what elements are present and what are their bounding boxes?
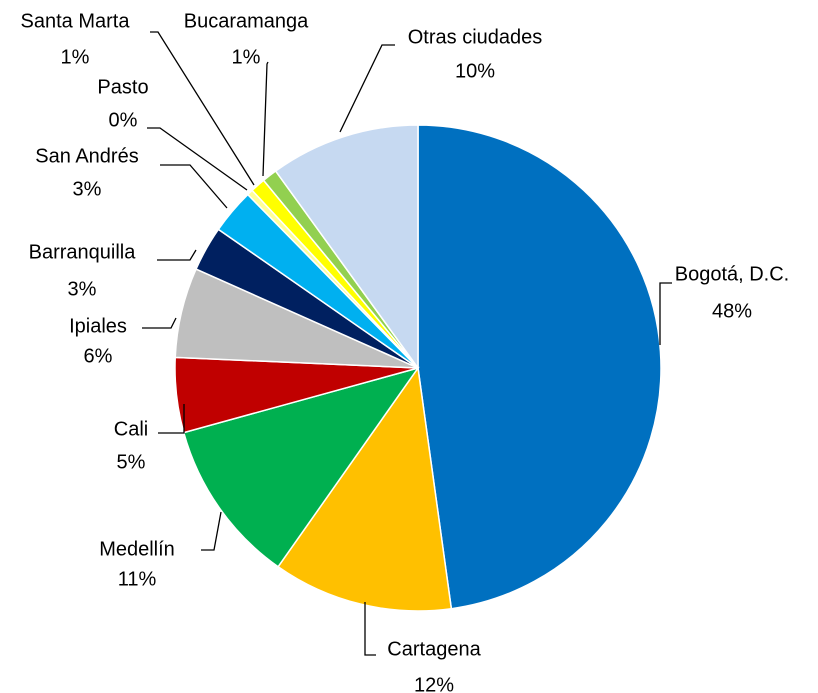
- slice-value-label: 3%: [73, 178, 102, 200]
- slice-value-label: 11%: [118, 568, 157, 590]
- slice-label: Bucaramanga: [184, 10, 309, 32]
- leader-line: [364, 602, 376, 656]
- slice-value-label: 1%: [232, 46, 261, 68]
- leader-line: [147, 127, 248, 191]
- pie-slice: [417, 124, 662, 610]
- leader-line: [339, 44, 395, 133]
- slice-value-label: 0%: [109, 109, 138, 131]
- slice-value-label: 12%: [414, 674, 454, 693]
- leader-line: [142, 317, 177, 329]
- pie-slice: [274, 124, 419, 371]
- slice-label: Medellín: [99, 538, 175, 560]
- slice-label: Cartagena: [387, 638, 481, 660]
- slice-label: Cali: [114, 418, 148, 440]
- slice-label: San Andrés: [35, 145, 138, 167]
- slice-value-label: 10%: [455, 60, 495, 82]
- leader-line: [262, 61, 269, 177]
- leader-line: [160, 164, 228, 209]
- slice-value-label: 3%: [68, 278, 97, 300]
- slice-value-label: 1%: [61, 46, 90, 68]
- leader-line: [150, 31, 255, 186]
- slice-label: Bogotá, D.C.: [675, 263, 790, 285]
- leader-line: [201, 511, 222, 551]
- leader-line: [158, 404, 185, 434]
- slice-value-label: 6%: [84, 345, 113, 367]
- pie-slice: [277, 366, 453, 612]
- slice-value-label: 5%: [117, 451, 146, 473]
- slice-value-label: 48%: [712, 300, 752, 322]
- slice-label: Pasto: [97, 76, 148, 98]
- slice-label: Ipiales: [69, 315, 127, 337]
- slice-label: Barranquilla: [29, 241, 137, 263]
- leader-line: [659, 282, 672, 345]
- pie-slice: [182, 366, 420, 568]
- slice-label: Otras ciudades: [408, 26, 543, 48]
- leader-line: [157, 249, 197, 261]
- slice-label: Santa Marta: [21, 10, 131, 32]
